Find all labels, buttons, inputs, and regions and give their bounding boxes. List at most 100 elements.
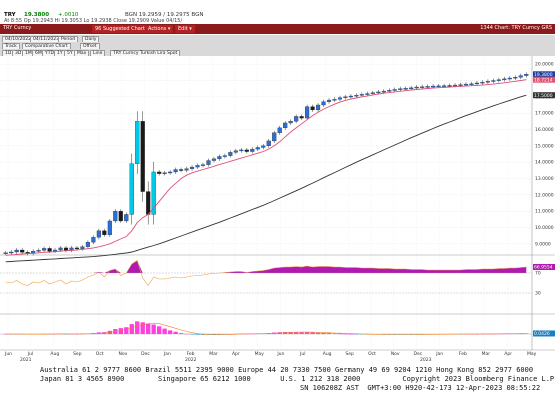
price-change: +.0010 [58,12,79,18]
candle-body [370,92,375,94]
rsi-line [5,260,527,287]
macd-histogram-bar [332,333,337,334]
month-tick-label: Jun [276,351,284,357]
price-tick-label: 17.0000 [535,111,554,117]
candle-body [36,250,41,252]
price-tick-label: 15.0000 [535,143,554,149]
candle-body [425,86,430,88]
year-tick-label: 2022 [185,357,197,362]
month-tick-label: Feb [459,351,467,357]
candle-body [179,169,184,171]
candle-body [244,149,249,152]
candle-body [272,132,277,142]
rsi-level-label: 70 [535,271,541,277]
month-tick-label: Jan [435,351,443,357]
month-tick-label: Aug [323,351,332,357]
footer: Australia 61 2 9777 8600 Brazil 5511 239… [0,364,555,400]
candle-body [414,86,419,89]
macd-value-box [533,330,555,337]
quote-bar-line2: At 8:55 Op 19.2943 Hi 19.3053 Lo 19.2938… [0,18,555,24]
macd-histogram-bar [348,334,354,335]
candle-body [381,90,386,93]
month-tick-label: Jul [27,351,33,357]
month-tick-label: May [255,351,265,357]
macd-value-label: 0.0426 [534,331,550,337]
candle-body [496,79,501,81]
candle-body [354,95,359,97]
macd-histogram-bar [211,334,217,335]
ma-long-line [5,94,527,263]
macd-histogram-bar [282,332,288,334]
macd-histogram-bar [354,334,359,335]
macd-histogram-bar [167,330,173,334]
candle-body [113,211,118,222]
macd-histogram-bar [146,323,151,334]
macd-histogram-bar [293,332,299,334]
candle-body [124,214,129,222]
macd-histogram-bar [178,333,184,334]
macd-histogram-bar [162,328,167,334]
moving-averages [5,79,527,263]
year-tick-label: 2021 [20,357,32,362]
price-tick-label: 11.0000 [535,209,554,215]
candle-body [162,172,167,174]
candle-body [47,248,52,252]
candle-body [288,121,293,124]
macd-signal-line [5,322,527,336]
candle-body [315,104,321,111]
candle-body [332,99,337,101]
candle-body [42,248,47,251]
macd-histogram-bar [129,324,134,334]
macd-histogram-bar [217,334,222,335]
footer-line-1: Australia 61 2 9777 8600 Brazil 5511 239… [40,366,534,374]
candle-body [277,127,282,133]
candle-body [452,84,458,87]
candle-body [431,85,436,88]
candle-body [442,85,447,87]
macd-histogram-bar [315,332,321,334]
macd-histogram-bar [135,321,140,334]
candle-body [436,85,441,88]
actions-button[interactable]: Actions ▾ [145,25,174,33]
candle-body [502,78,507,81]
candle-body [343,96,348,98]
candles-layer [3,72,529,256]
month-tick-label: Nov [118,351,127,357]
macd-histogram-bar [299,332,304,334]
ma-long-label-box [533,92,555,99]
candle-body [283,122,288,129]
toolbar-dates: 04/10/2022 04/11/2023 Period Daily [0,35,555,44]
candle-body [129,163,134,215]
candle-body [294,116,299,122]
candle-body [189,166,195,169]
candle-body [403,88,408,90]
candle-body [261,145,266,148]
macd-histogram-bar [124,327,129,334]
candle-body [463,83,469,86]
candle-body [195,165,200,168]
candle-body [326,99,332,102]
candle-body [376,91,381,94]
macd-histogram-bar [337,333,343,335]
edit-button[interactable]: Edit ▾ [175,25,195,33]
macd-histogram-bar [118,328,123,334]
ohlc-line: At 8:55 Op 19.2943 Hi 19.3053 Lo 19.2938… [4,18,183,24]
candle-body [469,83,474,85]
ma-short-line [5,79,527,256]
candle-body [392,89,397,91]
candle-body [217,156,222,160]
candle-body [447,85,452,87]
quote-bar: TRY 19.3800 +.0010 BGN 19.2959 / 19.2975… [0,10,555,22]
candle-body [146,191,151,215]
suggested-charts-button[interactable]: 96 Suggested Charts [92,25,151,33]
month-tick-label: Mar [209,351,218,357]
month-tick-label: Apr [232,351,240,357]
macd-histogram-bar [288,332,293,334]
candle-body [233,150,238,153]
candle-body [250,148,255,152]
candle-body [387,90,392,92]
candle-body [266,140,271,146]
candle-body [200,164,206,166]
toolbar-ranges: 1D 3D 1M 6M YTD 1Y 5Y Max Line TRY Curnc… [0,49,555,58]
